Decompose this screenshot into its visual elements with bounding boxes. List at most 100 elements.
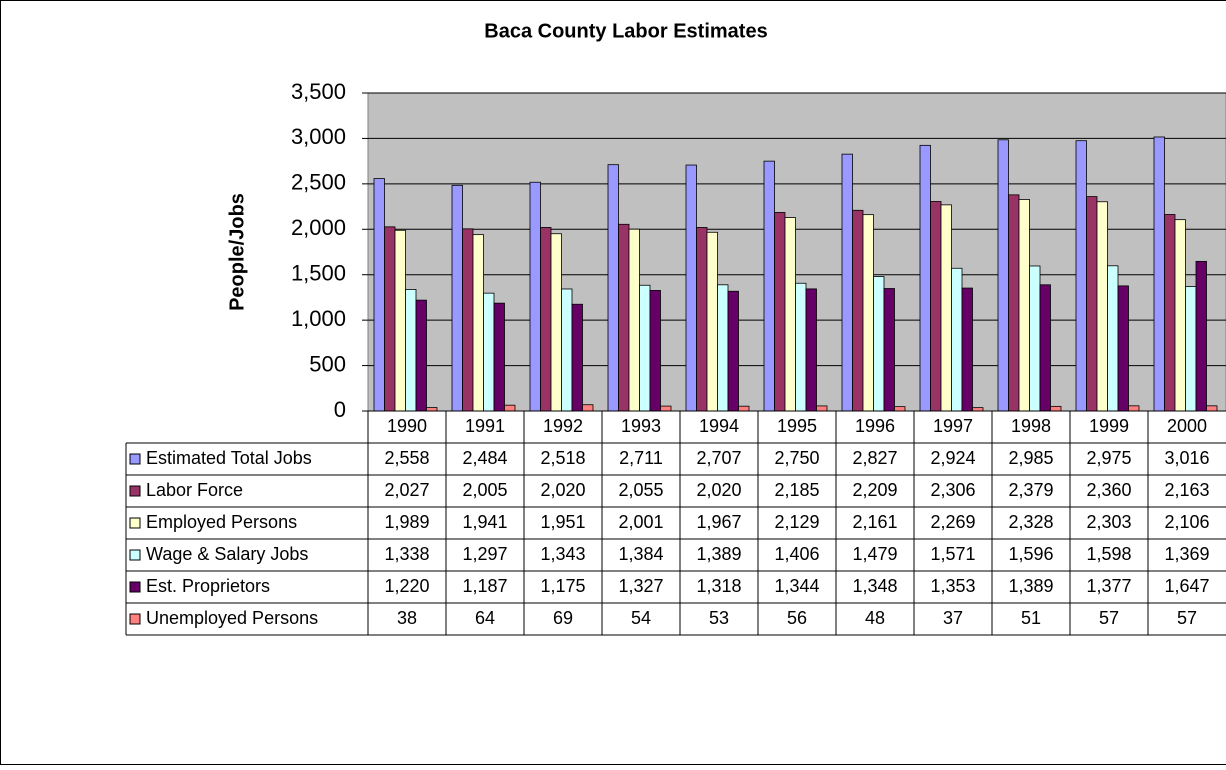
bar <box>1040 285 1051 411</box>
bar <box>796 283 807 411</box>
bar <box>1175 220 1186 411</box>
bar <box>1108 266 1119 411</box>
table-value: 1,348 <box>852 576 897 596</box>
x-tick-label: 1998 <box>1011 416 1051 436</box>
table-value: 2,750 <box>774 448 819 468</box>
bar <box>650 290 661 411</box>
table-value: 1,353 <box>930 576 975 596</box>
bar <box>1087 197 1098 411</box>
bar <box>707 232 718 411</box>
table-value: 1,951 <box>540 512 585 532</box>
legend-label: Estimated Total Jobs <box>146 448 312 468</box>
table-value: 2,163 <box>1164 480 1209 500</box>
table-value: 2,558 <box>384 448 429 468</box>
table-value: 2,161 <box>852 512 897 532</box>
legend-key <box>130 486 140 496</box>
bar <box>473 235 484 411</box>
x-tick-label: 1992 <box>543 416 583 436</box>
bar <box>775 212 786 411</box>
bar <box>406 289 417 411</box>
bar <box>583 405 594 411</box>
chart-title: Baca County Labor Estimates <box>484 20 767 42</box>
bar <box>640 285 651 411</box>
bar <box>395 230 406 411</box>
bar <box>920 145 931 411</box>
bar <box>728 291 739 411</box>
table-value: 38 <box>397 608 417 628</box>
table-value: 2,001 <box>618 512 663 532</box>
bar <box>374 179 385 411</box>
x-tick-label: 1990 <box>387 416 427 436</box>
y-tick-label: 500 <box>309 351 346 376</box>
table-value: 1,389 <box>696 544 741 564</box>
y-tick-label: 1,000 <box>291 306 346 331</box>
table-value: 1,989 <box>384 512 429 532</box>
table-value: 69 <box>553 608 573 628</box>
bar <box>494 303 505 411</box>
table-value: 56 <box>787 608 807 628</box>
bar <box>931 201 942 411</box>
table-value: 2,328 <box>1008 512 1053 532</box>
table-value: 1,343 <box>540 544 585 564</box>
bar <box>785 218 796 411</box>
legend-label: Labor Force <box>146 480 243 500</box>
legend-key <box>130 550 140 560</box>
bar <box>463 229 474 411</box>
legend-key <box>130 518 140 528</box>
table-value: 53 <box>709 608 729 628</box>
legend-label: Wage & Salary Jobs <box>146 544 308 564</box>
table-value: 2,020 <box>696 480 741 500</box>
x-tick-label: 1993 <box>621 416 661 436</box>
bar <box>1030 266 1041 411</box>
bar <box>1019 199 1030 411</box>
bar <box>1076 141 1087 411</box>
table-value: 1,377 <box>1086 576 1131 596</box>
bar <box>1154 137 1165 411</box>
table-value: 2,209 <box>852 480 897 500</box>
table-value: 1,187 <box>462 576 507 596</box>
bar <box>895 407 906 411</box>
table-value: 2,303 <box>1086 512 1131 532</box>
bar <box>1009 195 1020 411</box>
bar <box>1097 202 1108 411</box>
legend-key <box>130 614 140 624</box>
bar <box>562 289 573 411</box>
bar <box>530 182 541 411</box>
table-value: 57 <box>1099 608 1119 628</box>
bar <box>962 288 973 411</box>
table-value: 1,318 <box>696 576 741 596</box>
table-value: 54 <box>631 608 651 628</box>
table-value: 2,484 <box>462 448 507 468</box>
y-tick-label: 3,500 <box>291 79 346 104</box>
table-value: 1,596 <box>1008 544 1053 564</box>
x-tick-label: 1996 <box>855 416 895 436</box>
bar <box>427 408 438 411</box>
table-value: 1,967 <box>696 512 741 532</box>
table-value: 2,975 <box>1086 448 1131 468</box>
x-tick-label: 1991 <box>465 416 505 436</box>
table-value: 1,384 <box>618 544 663 564</box>
bar <box>541 227 552 411</box>
table-value: 3,016 <box>1164 448 1209 468</box>
legend-key <box>130 454 140 464</box>
bar <box>619 224 630 411</box>
table-value: 51 <box>1021 608 1041 628</box>
table-value: 2,379 <box>1008 480 1053 500</box>
y-tick-label: 0 <box>334 397 346 422</box>
table-value: 1,941 <box>462 512 507 532</box>
bar <box>452 185 463 411</box>
table-value: 48 <box>865 608 885 628</box>
y-axis-label: People/Jobs <box>226 193 248 311</box>
y-tick-label: 2,500 <box>291 170 346 195</box>
table-value: 2,360 <box>1086 480 1131 500</box>
bar <box>952 268 963 411</box>
table-value: 2,185 <box>774 480 819 500</box>
legend-label: Est. Proprietors <box>146 576 270 596</box>
bar <box>484 293 495 411</box>
bar <box>629 229 640 411</box>
bar <box>842 154 853 411</box>
table-value: 1,344 <box>774 576 819 596</box>
bar <box>1129 406 1140 411</box>
x-tick-label: 1994 <box>699 416 739 436</box>
